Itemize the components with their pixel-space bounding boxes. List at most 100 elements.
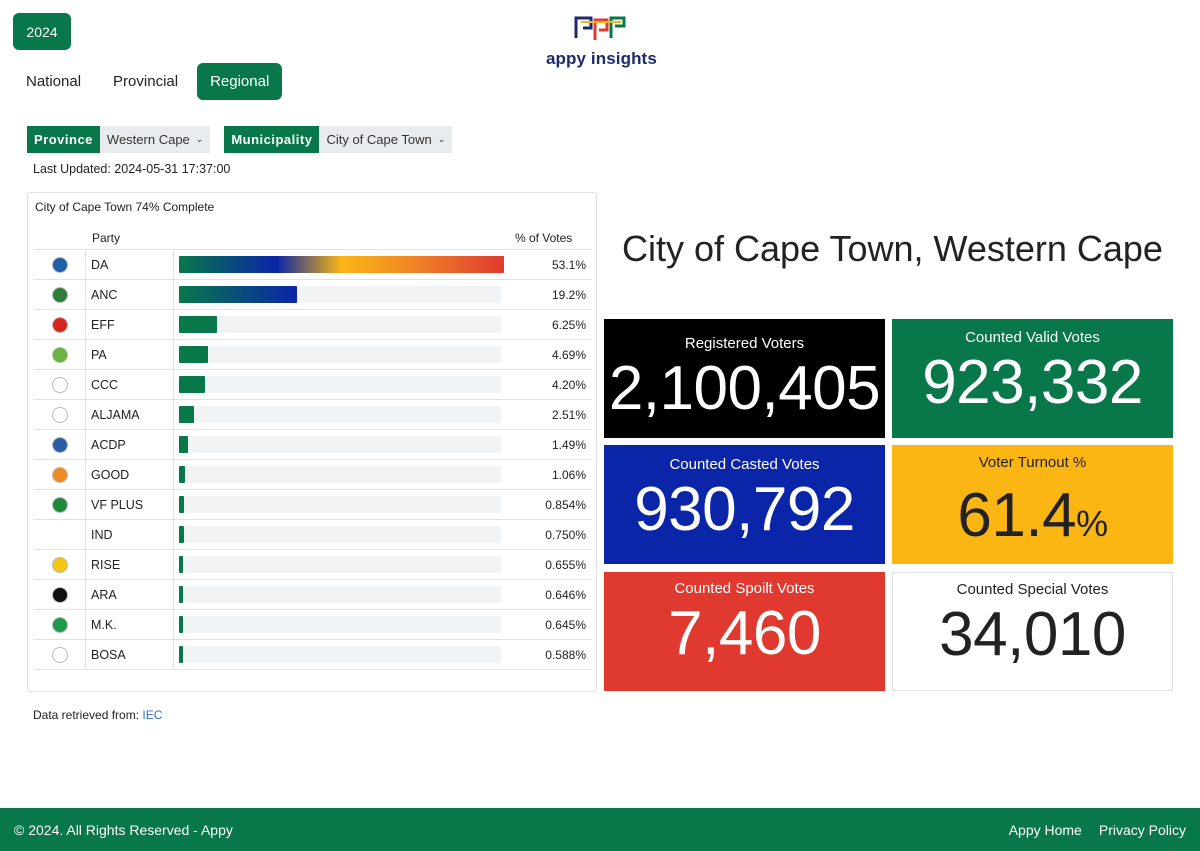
party-name: ANC: [86, 280, 174, 309]
table-row: BOSA 0.588%: [34, 640, 592, 670]
party-logo-icon: [51, 316, 68, 333]
party-logo-cell: [34, 580, 86, 609]
stat-label: Registered Voters: [684, 335, 805, 352]
vote-percentage: 0.588%: [545, 647, 586, 662]
vote-bar-fill: [179, 616, 183, 633]
valid-votes-card: Counted Valid Votes 923,332: [892, 319, 1173, 438]
brand-logo[interactable]: appy insights: [540, 12, 660, 70]
vote-bar-cell: [174, 250, 508, 279]
party-name: GOOD: [86, 460, 174, 489]
stat-value: 2,100,405: [608, 354, 881, 423]
special-votes-card: Counted Special Votes 34,010: [892, 572, 1173, 691]
filter-bar: Province Western Cape ⌄ Municipality Cit…: [27, 126, 466, 153]
footer-link-privacy-policy[interactable]: Privacy Policy: [1098, 821, 1186, 838]
last-updated: Last Updated: 2024-05-31 17:37:00: [33, 162, 231, 176]
party-logo-icon: [51, 286, 68, 303]
region-title: City of Cape Town, Western Cape: [622, 228, 1163, 269]
vote-bar-fill: [179, 586, 183, 603]
party-name: ACDP: [86, 430, 174, 459]
party-name: CCC: [86, 370, 174, 399]
vote-bar-fill: [179, 556, 183, 573]
year-button[interactable]: 2024: [13, 13, 71, 50]
party-logo-icon: [51, 466, 68, 483]
stat-label: Counted Valid Votes: [965, 329, 1100, 346]
municipality-select[interactable]: City of Cape Town ⌄: [319, 126, 453, 153]
vote-bar-track: [179, 526, 501, 543]
party-logo-cell: [34, 520, 86, 549]
party-name: EFF: [86, 310, 174, 339]
vote-percentage: 0.645%: [545, 617, 586, 632]
tab-national[interactable]: National: [26, 73, 82, 90]
footer: © 2024. All Rights Reserved - Appy Appy …: [0, 808, 1200, 851]
chevron-down-icon: ⌄: [437, 134, 446, 144]
party-logo-cell: [34, 550, 86, 579]
party-name: RISE: [86, 550, 174, 579]
voter-turnout-card: Voter Turnout % 61.4%: [892, 445, 1173, 564]
data-source: Data retrieved from: IEC: [33, 708, 162, 722]
vote-bar-cell: [174, 280, 508, 309]
vote-bar-cell: [174, 610, 508, 639]
vote-bar-fill: [179, 346, 208, 363]
party-logo-icon: [51, 346, 68, 363]
vote-bar-fill: [179, 436, 189, 453]
table-row: CCC 4.20%: [34, 370, 592, 400]
table-row: PA 4.69%: [34, 340, 592, 370]
table-row: ARA 0.646%: [34, 580, 592, 610]
vote-bar-cell: [174, 340, 508, 369]
iec-link[interactable]: IEC: [142, 708, 163, 722]
tab-provincial[interactable]: Provincial: [113, 73, 179, 90]
stat-value: 61.4%: [892, 485, 1173, 547]
brand-name: appy insights: [546, 49, 657, 68]
vote-percentage: 4.69%: [551, 347, 586, 362]
vote-bar-fill: [179, 286, 297, 303]
party-logo-cell: [34, 610, 86, 639]
party-name: DA: [86, 250, 174, 279]
stat-label: Counted Spoilt Votes: [674, 580, 815, 597]
turnout-number: 61.4: [957, 481, 1077, 550]
results-panel[interactable]: City of Cape Town 74% Complete Party % o…: [27, 192, 597, 692]
table-row: ALJAMA 2.51%: [34, 400, 592, 430]
vote-bar-fill: [179, 256, 504, 273]
province-label: Province: [27, 126, 100, 153]
province-select[interactable]: Western Cape ⌄: [99, 126, 211, 153]
footer-links: Appy Home Privacy Policy: [1009, 822, 1186, 838]
vote-bar-cell: [174, 310, 508, 339]
party-logo-cell: [34, 280, 86, 309]
party-logo-icon: [51, 616, 68, 633]
vote-bar-fill: [179, 376, 205, 393]
vote-bar-cell: [174, 640, 508, 669]
vote-bar-fill: [179, 406, 195, 423]
table-row: VF PLUS 0.854%: [34, 490, 592, 520]
vote-percentage: 0.646%: [545, 587, 586, 602]
vote-percentage: 4.20%: [551, 377, 586, 392]
vote-bar-track: [179, 406, 501, 423]
vote-bar-track: [179, 496, 501, 513]
table-row: ACDP 1.49%: [34, 430, 592, 460]
party-name: IND: [86, 520, 174, 549]
vote-percentage: 2.51%: [551, 407, 586, 422]
party-name: BOSA: [86, 640, 174, 669]
view-tabs: National Provincial Regional: [13, 63, 283, 100]
stat-label: Voter Turnout %: [978, 454, 1087, 471]
col-party-header: Party: [92, 231, 121, 245]
vote-percentage: 0.854%: [545, 497, 586, 512]
party-name: ALJAMA: [86, 400, 174, 429]
footer-link-appy-home[interactable]: Appy Home: [1008, 821, 1082, 838]
table-row: M.K. 0.645%: [34, 610, 592, 640]
vote-percentage: 19.2%: [551, 287, 586, 302]
vote-bar-cell: [174, 490, 508, 519]
party-logo-icon: [51, 496, 68, 513]
party-name: VF PLUS: [86, 490, 174, 519]
party-name: ARA: [86, 580, 174, 609]
vote-bar-track: [179, 286, 501, 303]
vote-bar-cell: [174, 550, 508, 579]
spoilt-votes-card: Counted Spoilt Votes 7,460: [604, 572, 885, 691]
tab-regional[interactable]: Regional: [197, 63, 283, 100]
results-title: City of Cape Town 74% Complete: [35, 200, 215, 214]
municipality-select-value: City of Cape Town: [326, 132, 432, 147]
party-logo-icon: [51, 646, 68, 663]
results-table: Party % of Votes DA 53.1% ANC 19.2% EFF 6.25%…: [34, 223, 592, 670]
vote-bar-track: [179, 616, 501, 633]
casted-votes-card: Counted Casted Votes 930,792: [604, 445, 885, 564]
vote-bar-track: [179, 346, 501, 363]
